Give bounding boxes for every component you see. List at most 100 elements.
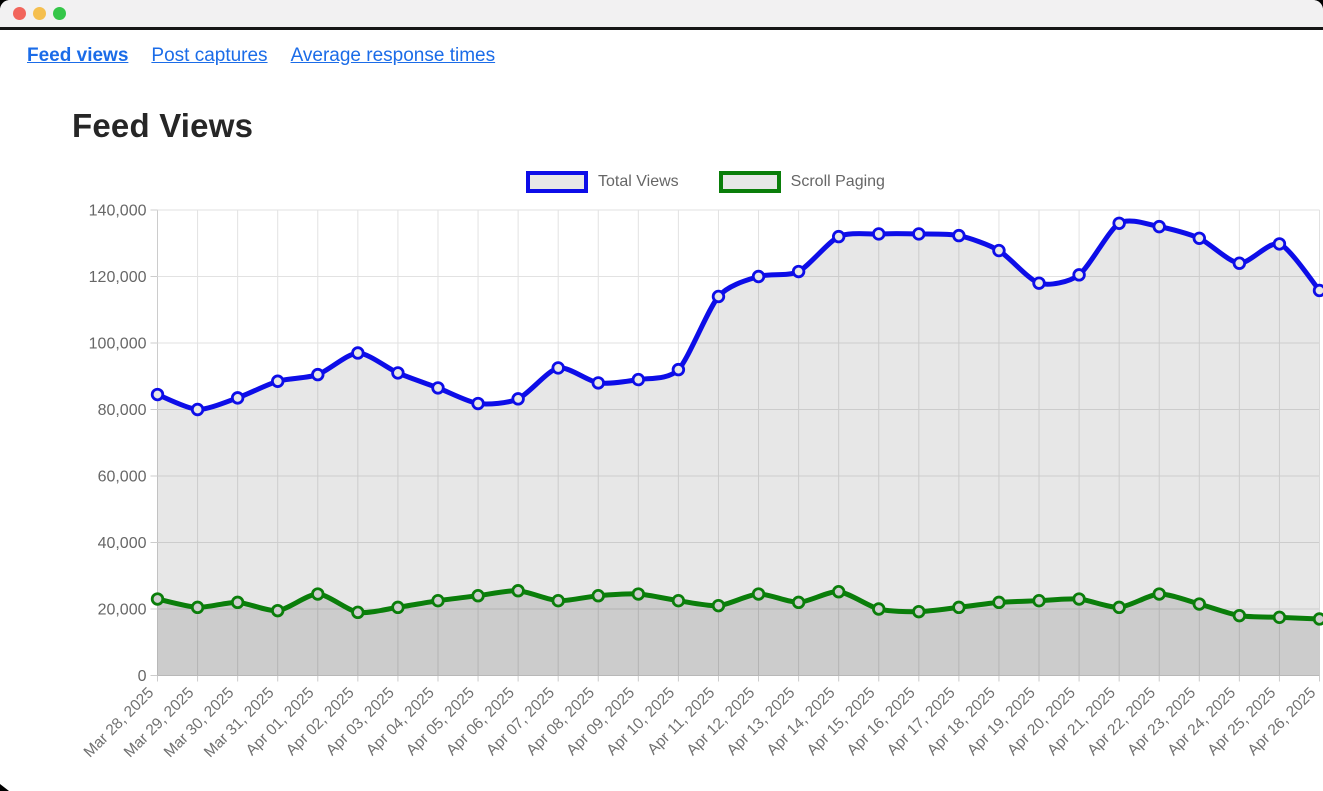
legend-item-total-views[interactable]: Total Views <box>526 171 679 193</box>
data-point-marker <box>1312 612 1323 626</box>
data-point-marker <box>351 605 365 620</box>
total-views-swatch-icon <box>526 171 589 193</box>
data-point-marker <box>551 593 565 608</box>
data-point-marker <box>1032 276 1046 290</box>
data-point-marker <box>671 362 686 377</box>
data-point-marker <box>1072 592 1086 606</box>
data-point-marker <box>150 387 165 402</box>
data-point-marker <box>1232 256 1247 270</box>
x-axis-label: Apr 08, 2025 <box>523 684 598 759</box>
x-axis-label: Mar 30, 2025 <box>161 684 238 761</box>
x-axis-label: Apr 24, 2025 <box>1164 684 1239 759</box>
data-point-marker <box>471 396 485 411</box>
x-axis-label: Apr 02, 2025 <box>283 684 358 759</box>
x-axis-label: Apr 16, 2025 <box>844 684 919 759</box>
data-point-marker <box>1112 600 1126 615</box>
data-point-marker <box>791 264 806 279</box>
data-point-marker <box>190 600 205 615</box>
data-point-marker <box>471 589 485 603</box>
data-point-marker <box>311 367 325 382</box>
y-axis-label: 80,000 <box>98 402 147 419</box>
x-axis-label: Apr 14, 2025 <box>764 684 839 759</box>
x-axis-label: Mar 29, 2025 <box>121 684 198 761</box>
data-point-marker <box>872 227 886 241</box>
data-point-marker <box>1152 587 1166 601</box>
report-nav: Feed views Post captures Average respons… <box>27 45 1323 67</box>
nav-link-post-captures[interactable]: Post captures <box>151 45 268 66</box>
data-point-marker <box>591 589 605 603</box>
x-axis-label: Apr 25, 2025 <box>1204 684 1279 759</box>
minimize-window-button[interactable] <box>33 7 46 20</box>
y-axis-label: 0 <box>138 668 147 685</box>
nav-link-average-response-times[interactable]: Average response times <box>290 45 496 66</box>
x-axis-label: Apr 23, 2025 <box>1124 684 1199 759</box>
legend-label-total-views: Total Views <box>598 173 679 190</box>
y-axis-label: 40,000 <box>98 535 147 552</box>
data-point-marker <box>1152 219 1166 234</box>
nav-link-feed-views[interactable]: Feed views <box>27 45 129 66</box>
close-window-button[interactable] <box>13 7 26 20</box>
scroll-paging-swatch-icon <box>718 171 781 193</box>
series-line-0 <box>155 218 1322 412</box>
data-point-marker <box>1232 608 1247 623</box>
x-axis-label: Apr 21, 2025 <box>1044 684 1119 759</box>
data-point-marker <box>872 602 886 616</box>
data-point-marker <box>391 366 405 380</box>
mouse-cursor-icon <box>0 784 9 791</box>
data-point-marker <box>671 593 686 608</box>
data-point-marker <box>230 391 245 405</box>
x-axis-label: Apr 11, 2025 <box>644 684 718 758</box>
data-point-marker <box>1072 268 1086 282</box>
chart-legend: Total Views Scroll Paging <box>526 171 885 193</box>
x-axis-label: Apr 03, 2025 <box>323 684 398 759</box>
x-axis-label: Mar 28, 2025 <box>81 684 158 761</box>
y-axis-label: 20,000 <box>98 602 147 619</box>
window-titlebar[interactable] <box>0 0 1323 30</box>
data-point-marker <box>511 584 525 598</box>
data-point-marker <box>631 372 646 387</box>
data-point-marker <box>711 289 726 304</box>
data-point-marker <box>1192 231 1206 245</box>
data-point-marker <box>1032 593 1046 608</box>
data-point-marker <box>831 585 846 599</box>
x-axis-label: Apr 09, 2025 <box>563 684 638 759</box>
page-title: Feed Views <box>72 107 254 144</box>
data-point-marker <box>992 243 1006 258</box>
x-axis-label: Apr 07, 2025 <box>483 684 558 759</box>
area-fill-1 <box>157 590 1320 676</box>
legend-item-scroll-paging[interactable]: Scroll Paging <box>718 171 885 193</box>
x-axis-label: Apr 26, 2025 <box>1245 684 1320 759</box>
area-fill-0 <box>157 220 1320 676</box>
x-axis-label: Apr 04, 2025 <box>363 684 438 759</box>
data-point-marker <box>351 346 365 360</box>
data-point-marker <box>1112 216 1126 231</box>
data-point-marker <box>271 603 285 618</box>
x-axis-label: Apr 18, 2025 <box>924 684 999 759</box>
data-point-marker <box>992 595 1006 610</box>
data-point-marker <box>271 374 285 388</box>
x-axis-label: Apr 19, 2025 <box>964 684 1039 759</box>
data-point-marker <box>391 600 405 615</box>
data-point-marker <box>791 595 806 610</box>
x-axis-label: Apr 12, 2025 <box>684 684 759 759</box>
x-axis-label: Apr 05, 2025 <box>403 684 478 759</box>
data-point-marker <box>551 361 565 375</box>
data-point-marker <box>591 376 605 390</box>
x-axis-label: Apr 10, 2025 <box>603 684 678 759</box>
data-point-marker <box>1312 283 1323 298</box>
data-point-marker <box>150 592 165 606</box>
x-axis-label: Apr 20, 2025 <box>1004 684 1079 759</box>
data-point-marker <box>1192 597 1206 611</box>
data-point-marker <box>511 392 525 406</box>
y-axis-label: 100,000 <box>89 336 147 353</box>
x-axis-label: Apr 17, 2025 <box>884 684 959 759</box>
data-point-marker <box>751 269 766 284</box>
x-axis-label: Apr 13, 2025 <box>724 684 799 759</box>
data-point-marker <box>190 402 205 417</box>
x-axis-label: Apr 22, 2025 <box>1084 684 1159 759</box>
data-point-marker <box>230 595 245 610</box>
x-axis-label: Apr 01, 2025 <box>243 684 318 759</box>
data-point-marker <box>912 227 926 241</box>
zoom-window-button[interactable] <box>53 7 66 20</box>
